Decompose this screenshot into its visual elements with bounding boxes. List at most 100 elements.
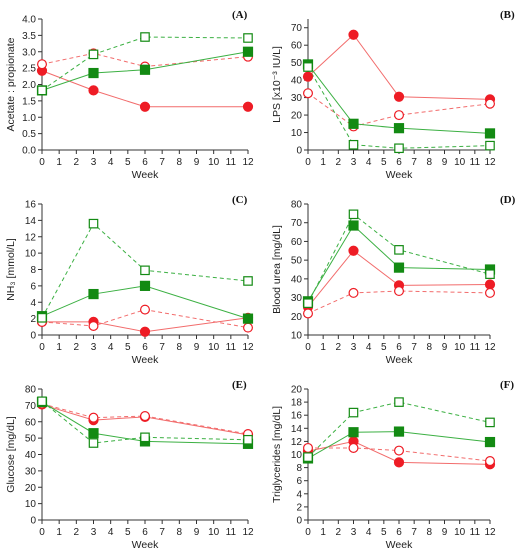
data-point-circle [348,245,359,256]
y-tick-label: 80 [25,385,37,396]
data-point-circle [393,91,405,102]
x-tick-label: 8 [427,527,433,538]
data-point-square [88,288,99,300]
data-point-square [485,140,495,151]
y-tick-label: 40 [291,274,303,285]
data-point-square [303,62,313,72]
series-line-2 [307,431,491,459]
x-tick-label: 10 [208,527,220,538]
x-tick-label: 9 [194,527,200,538]
data-point-square [348,209,359,220]
y-tick-label: 30 [25,466,37,477]
data-point-circle [302,71,314,82]
panel-label: (A) [232,9,248,21]
y-tick-label: 6 [296,476,302,487]
x-tick-label: 0 [305,527,311,538]
x-tick-label: 11 [226,342,237,353]
data-point-circle [140,304,151,315]
x-tick-label: 7 [159,342,165,353]
data-point-circle [394,445,405,456]
data-point-square [303,452,313,462]
x-tick-label: 4 [108,157,114,168]
panel-label: (E) [232,379,247,391]
y-tick-label: 6 [30,281,36,292]
series-line-0 [41,404,249,436]
x-tick-label: 12 [484,527,496,538]
data-point-square [37,313,47,323]
x-tick-label: 1 [320,527,326,538]
data-point-square [242,46,254,57]
y-tick-label: 1.5 [22,96,36,107]
y-tick-label: 0.5 [22,129,36,140]
data-point-square [243,33,253,43]
y-tick-label: 12 [25,232,37,243]
y-tick-label: 60 [291,237,303,248]
data-point-square [394,245,404,255]
data-point-square [485,269,495,279]
y-tick-label: 40 [291,76,303,87]
y-axis-label: Acetate : propionate [5,37,17,131]
y-tick-label: 3.5 [22,31,36,42]
y-tick-label: 20 [25,483,37,494]
y-axis-label: LPS [x10⁻³ IU/L] [271,46,283,123]
y-tick-label: 50 [291,256,303,267]
data-point-square [348,427,359,438]
series-line-0 [307,250,491,308]
x-tick-label: 3 [351,527,357,538]
x-tick-label: 11 [470,157,481,168]
x-tick-label: 10 [208,342,220,353]
x-tick-label: 2 [74,342,80,353]
x-axis-label: Week [386,169,413,181]
y-tick-label: 0 [296,146,302,157]
data-point-circle [243,322,254,333]
x-tick-label: 11 [470,527,481,538]
y-tick-label: 10 [25,249,37,260]
data-point-square [140,32,150,42]
y-tick-label: 10 [291,450,303,461]
x-tick-label: 0 [305,157,311,168]
y-tick-label: 10 [25,499,37,510]
y-tick-label: 60 [291,41,303,52]
data-point-square [348,220,359,231]
x-tick-label: 5 [381,527,387,538]
y-tick-label: 16 [291,411,303,422]
series-line-3 [307,213,491,304]
x-tick-label: 5 [381,157,387,168]
y-tick-label: 1.0 [22,113,36,124]
data-point-circle [140,411,151,422]
x-tick-label: 2 [336,527,342,538]
x-tick-label: 7 [411,157,417,168]
y-tick-label: 0 [296,516,302,527]
data-point-square [242,313,254,324]
x-tick-label: 5 [125,157,131,168]
data-point-square [348,407,359,418]
x-tick-label: 7 [159,157,165,168]
x-tick-label: 10 [454,527,466,538]
x-tick-label: 9 [194,157,200,168]
series-line-2 [307,224,491,302]
series-line-0 [307,33,491,100]
x-tick-label: 7 [411,342,417,353]
x-tick-label: 6 [396,342,402,353]
data-point-circle [394,110,405,121]
x-axis-label: Week [132,169,159,181]
x-axis-label: Week [386,539,413,550]
y-tick-label: 4 [30,298,36,309]
x-tick-label: 6 [142,527,148,538]
data-point-circle [485,456,496,467]
series-line-2 [41,51,249,91]
x-tick-label: 8 [177,157,183,168]
series-line-3 [41,400,249,444]
y-tick-label: 20 [291,111,303,122]
y-tick-label: 3.0 [22,47,36,58]
y-axis-label: Blood urea [mg/dL] [271,225,283,314]
data-point-circle [484,279,496,290]
data-point-square [393,426,405,437]
data-point-square [37,396,47,407]
series-line-0 [41,70,248,108]
x-tick-label: 4 [366,527,372,538]
x-tick-label: 0 [39,342,45,353]
data-point-square [139,64,151,75]
